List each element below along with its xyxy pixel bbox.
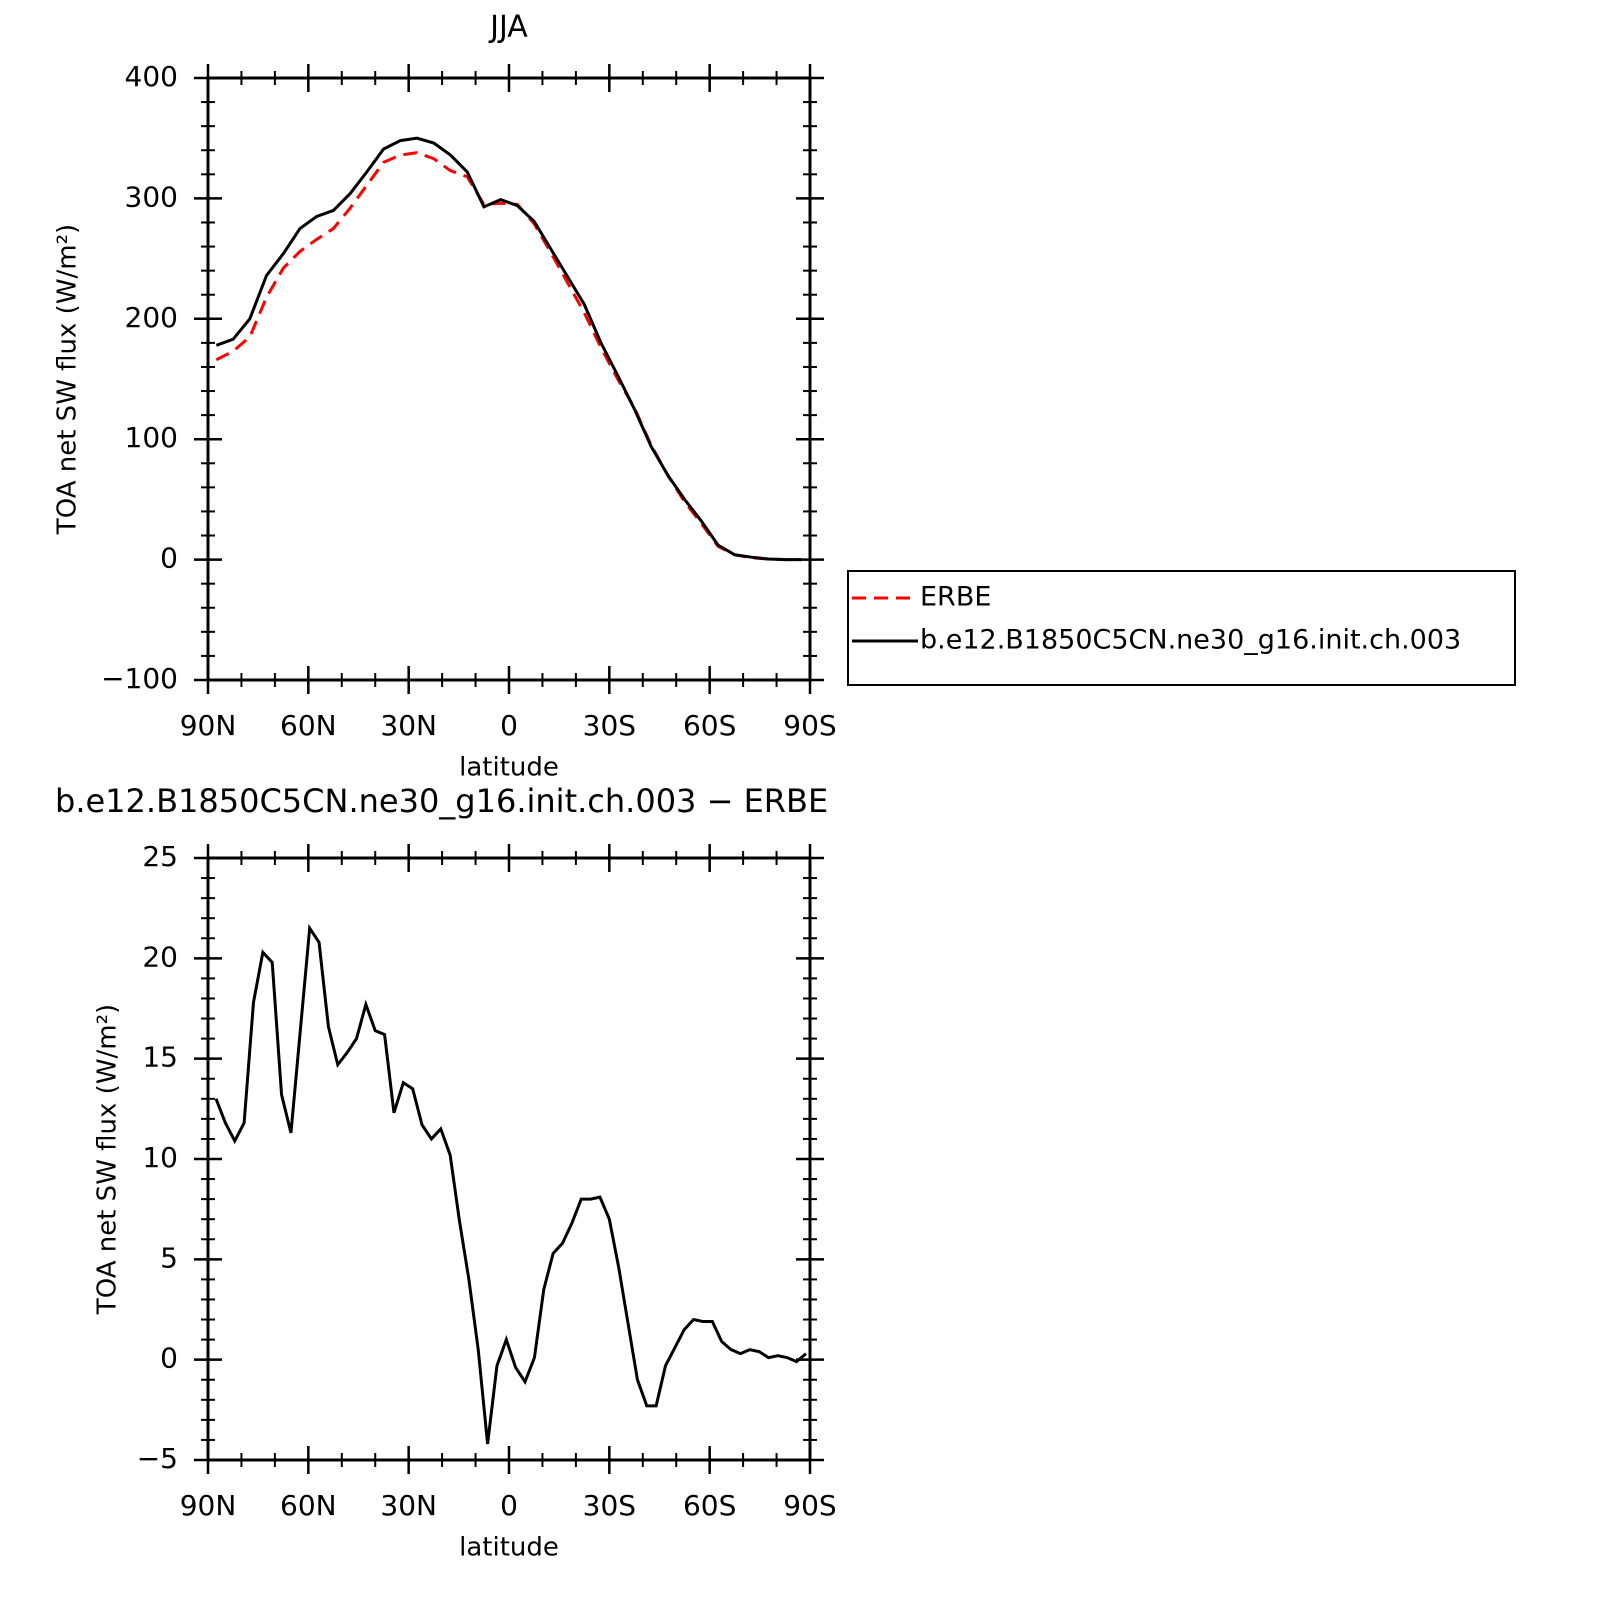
x-tick-label: 30N xyxy=(380,1489,437,1522)
y-tick-label: 400 xyxy=(125,60,178,93)
y-axis-label: TOA net SW flux (W/m²) xyxy=(53,224,83,535)
legend-label: ERBE xyxy=(920,582,991,613)
y-tick-label: 25 xyxy=(142,840,178,873)
plot-frame xyxy=(206,76,812,682)
legend-label: b.e12.B1850C5CN.ne30_g16.init.ch.003 xyxy=(920,625,1461,656)
y-tick-label: −100 xyxy=(101,662,178,695)
x-axis-label: latitude xyxy=(459,753,559,783)
x-tick-label: 60N xyxy=(280,1489,337,1522)
chart-title: b.e12.B1850C5CN.ne30_g16.init.ch.003 − E… xyxy=(55,782,828,820)
y-tick-label: 20 xyxy=(142,940,178,973)
y-tick-label: 0 xyxy=(160,1342,178,1375)
data-line xyxy=(214,923,807,1445)
x-tick-label: 60S xyxy=(683,1489,736,1522)
x-tick-label: 90N xyxy=(180,1489,237,1522)
legend-box xyxy=(847,570,1516,686)
y-tick-label: 300 xyxy=(125,180,178,213)
y-tick-label: 5 xyxy=(160,1241,178,1274)
x-tick-label: 90S xyxy=(783,1489,836,1522)
x-tick-label: 90N xyxy=(180,709,237,742)
y-tick-label: 200 xyxy=(125,301,178,334)
data-line xyxy=(215,136,802,562)
x-tick-label: 90S xyxy=(783,709,836,742)
y-tick-label: 0 xyxy=(160,542,178,575)
plot-frame xyxy=(206,856,812,1462)
x-axis-label: latitude xyxy=(459,1533,559,1563)
x-tick-label: 0 xyxy=(500,709,518,742)
chart-title: JJA xyxy=(488,10,528,45)
x-tick-label: 30S xyxy=(583,709,636,742)
y-tick-label: −5 xyxy=(137,1442,178,1475)
x-tick-label: 60N xyxy=(280,709,337,742)
y-tick-label: 100 xyxy=(125,421,178,454)
data-line xyxy=(215,151,802,562)
y-tick-label: 15 xyxy=(142,1041,178,1074)
x-tick-label: 60S xyxy=(683,709,736,742)
y-tick-label: 10 xyxy=(142,1141,178,1174)
x-tick-label: 30N xyxy=(380,709,437,742)
y-axis-label: TOA net SW flux (W/m²) xyxy=(93,1004,123,1315)
x-tick-label: 30S xyxy=(583,1489,636,1522)
x-tick-label: 0 xyxy=(500,1489,518,1522)
